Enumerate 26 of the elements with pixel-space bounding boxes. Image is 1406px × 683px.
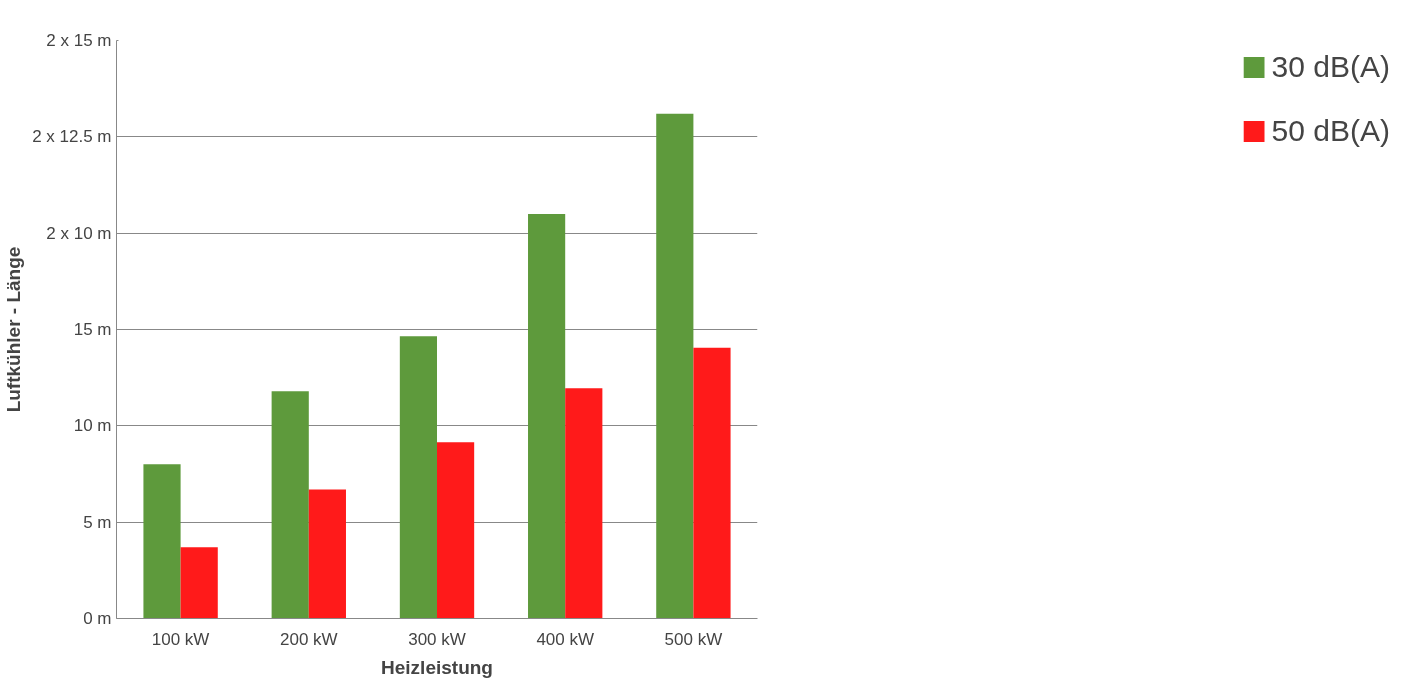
y-tick-label: 2 x 12.5 m bbox=[32, 127, 112, 147]
bar bbox=[565, 388, 603, 619]
x-tick-label: 500 kW bbox=[664, 629, 723, 649]
legend-label: 50 dB(A) bbox=[1271, 114, 1390, 148]
y-tick-label: 5 m bbox=[83, 512, 112, 532]
x-tick-label: 400 kW bbox=[536, 629, 595, 649]
y-tick-label: 10 m bbox=[73, 416, 112, 436]
y-tick-label: 0 m bbox=[83, 609, 112, 628]
bar bbox=[399, 336, 437, 619]
y-axis-title: Luftkühler - Länge bbox=[3, 246, 25, 413]
x-tick-label: 200 kW bbox=[279, 629, 338, 649]
bar bbox=[143, 464, 181, 619]
bar bbox=[528, 213, 566, 619]
y-tick-label: 15 m bbox=[73, 320, 112, 339]
bar bbox=[656, 113, 694, 619]
bar bbox=[180, 547, 218, 619]
bar bbox=[308, 489, 346, 619]
bar bbox=[271, 391, 309, 619]
bar bbox=[693, 347, 731, 619]
bar bbox=[437, 442, 475, 619]
y-tick-label: 2 x 10 m bbox=[46, 223, 112, 243]
x-tick-label: 300 kW bbox=[408, 629, 466, 649]
y-tick-label: 2 x 15 m bbox=[46, 31, 112, 50]
x-axis-title: Heizleistung bbox=[381, 656, 493, 678]
x-tick-label: 100 kW bbox=[151, 629, 210, 649]
legend-label: 30 dB(A) bbox=[1271, 50, 1390, 84]
